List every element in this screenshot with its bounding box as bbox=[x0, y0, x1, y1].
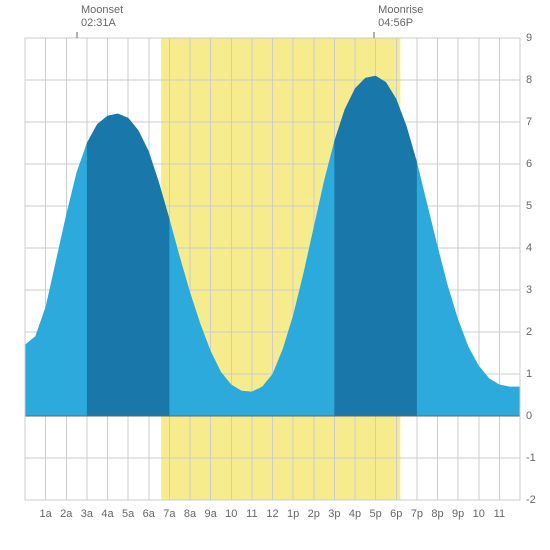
y-tick-label: 1 bbox=[526, 368, 532, 380]
x-tick-label: 10 bbox=[225, 508, 237, 520]
x-tick-label: 11 bbox=[246, 508, 257, 520]
x-tick-label: 4p bbox=[349, 508, 361, 520]
moon-label-title: Moonset bbox=[81, 4, 123, 17]
y-tick-label: 4 bbox=[526, 242, 532, 254]
x-tick-label: 9p bbox=[452, 508, 464, 520]
x-tick-label: 3a bbox=[81, 508, 93, 520]
y-tick-label: 0 bbox=[526, 410, 532, 422]
moon-label-time: 02:31A bbox=[81, 17, 123, 30]
x-tick-label: 9a bbox=[205, 508, 217, 520]
x-tick-label: 1p bbox=[287, 508, 299, 520]
y-tick-label: 9 bbox=[526, 32, 532, 44]
moon-label-time: 04:56P bbox=[378, 17, 423, 30]
x-tick-label: 6p bbox=[390, 508, 402, 520]
x-tick-label: 8p bbox=[431, 508, 443, 520]
x-tick-label: 2a bbox=[60, 508, 72, 520]
moonrise-label: Moonrise04:56P bbox=[378, 4, 423, 30]
x-tick-label: 7a bbox=[163, 508, 175, 520]
chart-svg bbox=[0, 0, 550, 550]
x-tick-label: 5a bbox=[122, 508, 134, 520]
x-tick-label: 12 bbox=[266, 508, 278, 520]
x-tick-label: 8a bbox=[184, 508, 196, 520]
x-tick-label: 5p bbox=[370, 508, 382, 520]
moonset-label: Moonset02:31A bbox=[81, 4, 123, 30]
y-tick-label: -2 bbox=[526, 494, 536, 506]
x-tick-label: 3p bbox=[328, 508, 340, 520]
x-tick-label: 10 bbox=[473, 508, 485, 520]
x-tick-label: 2p bbox=[308, 508, 320, 520]
x-tick-label: 11 bbox=[494, 508, 505, 520]
y-tick-label: 8 bbox=[526, 74, 532, 86]
x-tick-label: 1a bbox=[40, 508, 52, 520]
y-tick-label: 5 bbox=[526, 200, 532, 212]
x-tick-label: 7p bbox=[411, 508, 423, 520]
y-tick-label: 7 bbox=[526, 116, 532, 128]
y-tick-label: 3 bbox=[526, 284, 532, 296]
y-tick-label: -1 bbox=[526, 452, 536, 464]
x-tick-label: 4a bbox=[101, 508, 113, 520]
x-tick-label: 6a bbox=[143, 508, 155, 520]
y-tick-label: 6 bbox=[526, 158, 532, 170]
tide-chart: -2-101234567891a2a3a4a5a6a7a8a9a1011121p… bbox=[0, 0, 550, 550]
moon-label-title: Moonrise bbox=[378, 4, 423, 17]
y-tick-label: 2 bbox=[526, 326, 532, 338]
